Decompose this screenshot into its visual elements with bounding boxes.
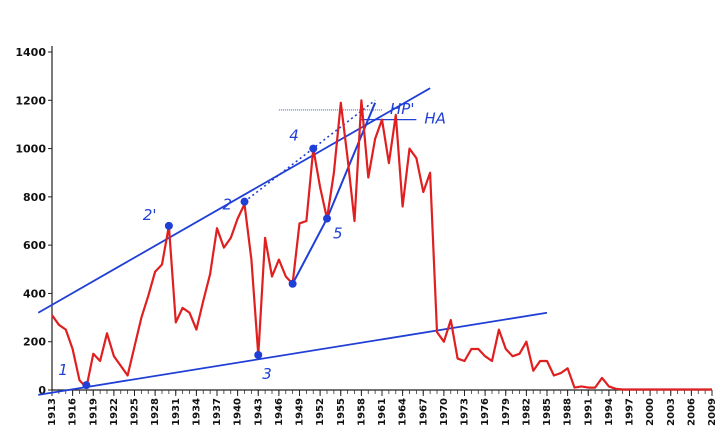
x-tick-label: 1928 <box>150 398 161 426</box>
wave-segment <box>326 102 377 219</box>
x-tick-label: 1967 <box>418 398 429 426</box>
trendline <box>37 87 431 314</box>
annotation-point <box>323 214 331 223</box>
x-tick-label: 1970 <box>439 398 450 426</box>
y-tick-label: 1000 <box>15 143 46 156</box>
x-tick-label: 1958 <box>356 398 367 426</box>
annotation-point <box>288 279 297 288</box>
x-tick-label: 1922 <box>109 398 120 426</box>
x-tick-label: 1991 <box>583 398 594 426</box>
annotation-point-label: 5 <box>333 225 343 243</box>
annotation-point <box>254 350 263 359</box>
annotation-point <box>164 221 173 230</box>
x-tick-label: 1973 <box>460 398 471 426</box>
y-tick-label: 200 <box>23 336 46 349</box>
x-tick-label: 1988 <box>563 398 574 426</box>
x-tick-label: 1979 <box>501 398 512 426</box>
x-tick-label: 1919 <box>88 398 99 426</box>
annotation-point <box>309 144 318 153</box>
y-tick-label: 400 <box>23 287 46 300</box>
x-tick-label: 1997 <box>625 398 636 426</box>
x-tick-label: 2003 <box>666 398 677 426</box>
series <box>51 99 712 391</box>
annotation-point-label: 1 <box>58 361 68 379</box>
y-tick-label: 1200 <box>15 94 46 107</box>
x-tick-label: 2006 <box>686 398 697 426</box>
trendline <box>38 311 548 396</box>
annotations: HP' HA <box>37 87 548 396</box>
x-tick-label: 1976 <box>480 398 491 426</box>
x-tick-label: 1952 <box>315 398 326 426</box>
y-tick-label: 800 <box>23 191 46 204</box>
annotation-point <box>240 197 249 206</box>
level-line-label: HP' <box>390 100 414 118</box>
y-tick-label: 600 <box>23 239 46 252</box>
annotation-point-label: 2 <box>223 196 233 214</box>
level-line-label: HA <box>424 110 446 128</box>
annotation-point-label: 4 <box>289 127 299 145</box>
x-tick-label: 1940 <box>233 398 244 426</box>
x-tick-label: 1964 <box>398 398 409 426</box>
wave-segment <box>291 218 328 285</box>
y-tick-label: 0 <box>38 384 46 397</box>
x-tick-label: 1913 <box>47 398 58 426</box>
x-tick-label: 1946 <box>274 398 285 426</box>
annotation-point-label: 2' <box>143 206 157 224</box>
annotation-point <box>82 381 91 390</box>
series-line <box>51 99 712 391</box>
x-tick-label: 1961 <box>377 398 388 426</box>
annotation-point-label: 3 <box>262 365 272 383</box>
x-tick-label: 1985 <box>542 398 553 426</box>
x-tick-label: 1916 <box>68 398 79 426</box>
x-tick-label: 1934 <box>191 398 202 426</box>
x-tick-label: 1943 <box>253 398 264 426</box>
x-axis: 1913 1916 1919 1922 1925 1928 1931 1934 1937 1940… <box>47 389 718 426</box>
x-tick-label: 1994 <box>604 398 615 426</box>
x-tick-label: 1949 <box>295 398 306 426</box>
x-tick-label: 1931 <box>171 398 182 426</box>
x-tick-label: 1982 <box>521 398 532 426</box>
y-tick-label: 1400 <box>15 46 46 59</box>
x-tick-label: 1925 <box>130 398 141 426</box>
x-tick-label: 2000 <box>645 398 656 426</box>
y-axis: 0 200 400 600 800 1000 1200 1400 <box>15 46 53 397</box>
annotation-markers: 1 2' 2 3 4 5 <box>58 127 343 390</box>
x-tick-label: 1955 <box>336 398 347 426</box>
x-tick-label: 2009 <box>707 398 718 426</box>
x-tick-label: 1937 <box>212 398 223 426</box>
